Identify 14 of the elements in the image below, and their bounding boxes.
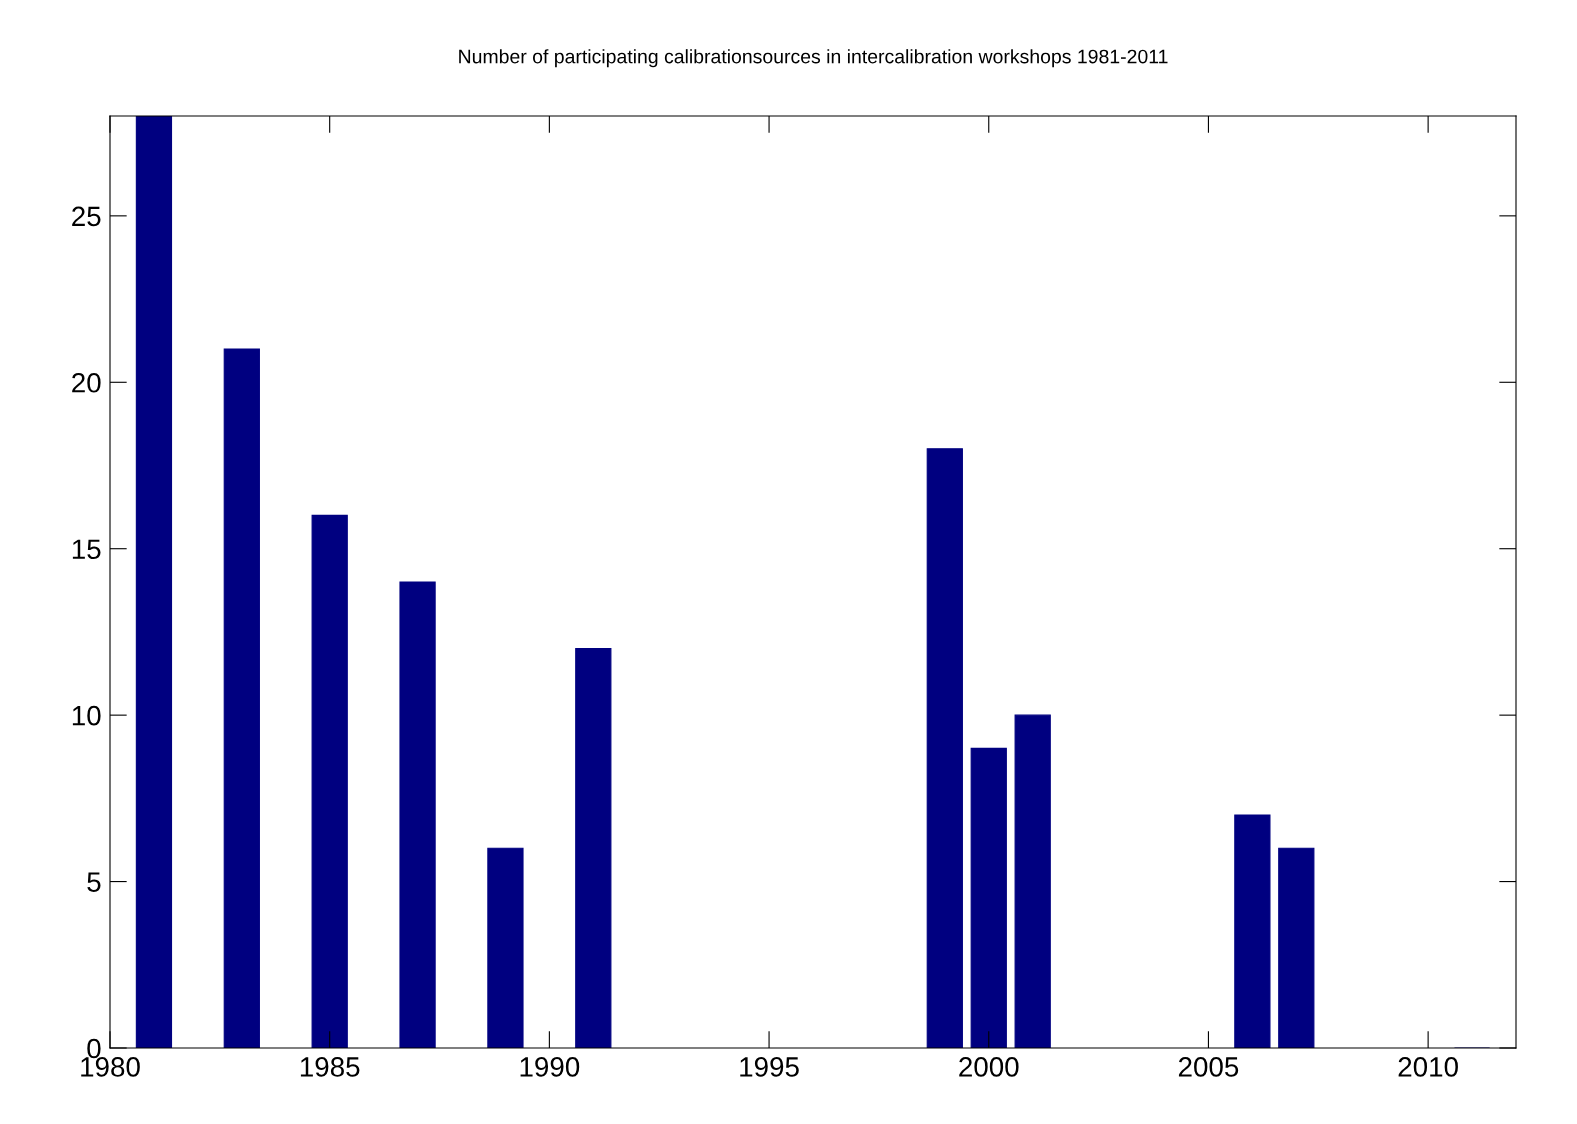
x-tick-label: 2000 <box>959 1057 1019 1077</box>
y-tick-label: 25 <box>72 206 101 227</box>
x-tick-label: 2010 <box>1398 1057 1458 1077</box>
x-tick-label: 1990 <box>520 1057 580 1077</box>
x-tick-label: 1980 <box>81 1057 140 1077</box>
x-tick-label: 1995 <box>740 1057 799 1077</box>
y-tick-label: 15 <box>72 539 101 560</box>
x-tick-label: 1985 <box>300 1057 360 1077</box>
y-tick-label: 20 <box>72 372 101 393</box>
chart-title: Number of participating calibrationsources in intercalibration workshops 1981-2011 <box>459 49 1168 68</box>
x-tick-label: 2005 <box>1178 1057 1239 1077</box>
y-tick-label: 5 <box>87 872 101 892</box>
y-tick-label: 0 <box>87 1038 101 1059</box>
y-tick-label: 10 <box>72 705 101 726</box>
